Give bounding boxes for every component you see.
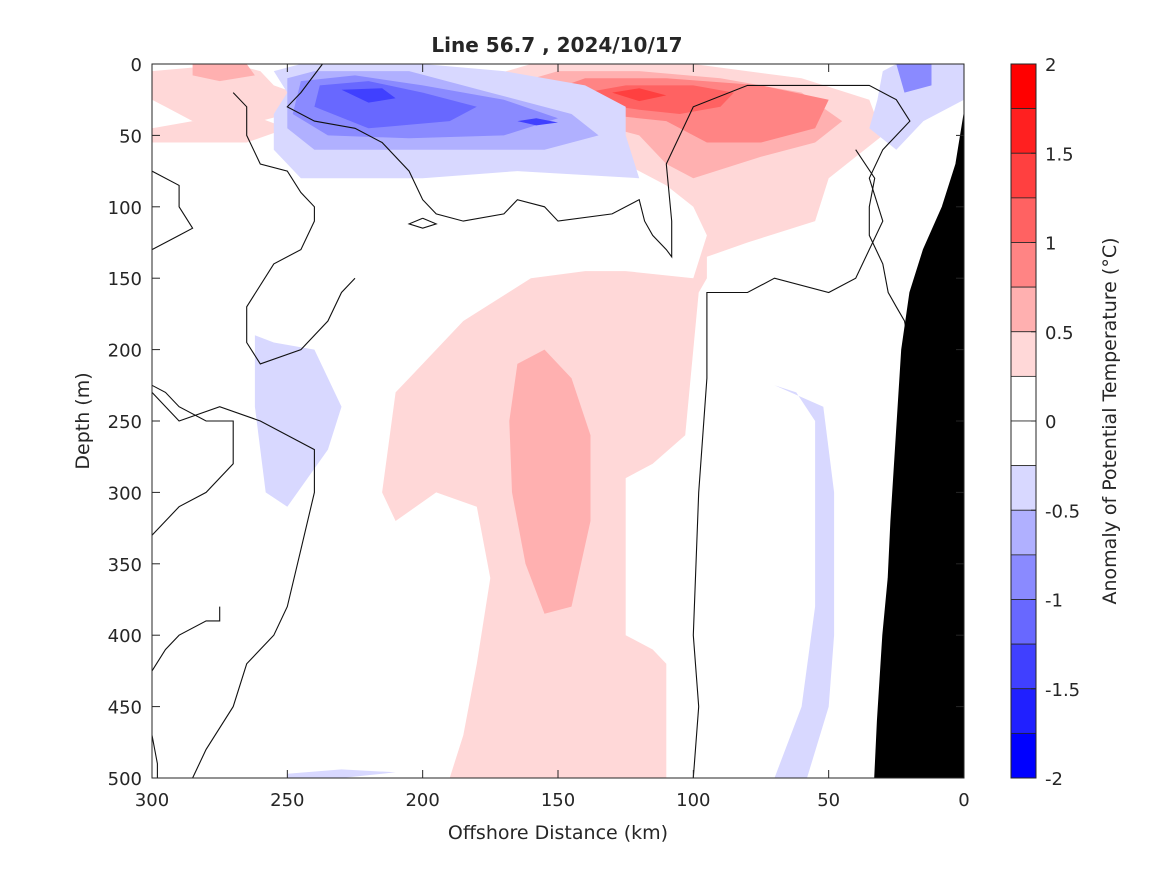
bathymetry-layer [874, 113, 965, 779]
zero-contour-2 [151, 170, 194, 251]
colorbar-level-7 [1010, 375, 1037, 422]
y-tick-label-0: 0 [131, 55, 142, 76]
y-tick-label-8: 400 [108, 626, 142, 647]
y-tick-label-5: 250 [108, 412, 142, 433]
zero-contour-0 [286, 63, 911, 779]
x-tick-label-2: 200 [405, 790, 439, 811]
plot-area [151, 63, 965, 779]
anomaly-region-3 [382, 64, 883, 778]
colorbar-level-0 [1010, 63, 1037, 110]
zero-contour-5 [151, 606, 221, 672]
anomaly-region-1 [152, 118, 288, 143]
x-tick-label-1: 250 [270, 790, 304, 811]
y-tick-label-9: 450 [108, 698, 142, 719]
y-axis-label: Depth (m) [72, 372, 94, 469]
chart-title: Line 56.7 , 2024/10/17 [431, 33, 682, 57]
anomaly-region-14 [517, 118, 558, 126]
colorbar-tick-label-8: -2 [1045, 769, 1063, 790]
zero-contour-7 [407, 217, 438, 229]
x-axis: 300 250 200 150 100 50 0 [135, 64, 970, 811]
colorbar-level-11 [1010, 554, 1037, 600]
zero-contour-1 [151, 392, 315, 779]
colorbar-level-6 [1010, 331, 1037, 377]
colorbar-level-12 [1010, 599, 1037, 645]
colorbar-level-8 [1010, 420, 1037, 467]
colorbar-tick-label-7: -1.5 [1045, 680, 1080, 701]
colorbar-level-5 [1010, 286, 1037, 333]
colorbar-level-10 [1010, 509, 1037, 556]
anomaly-region-15 [869, 64, 964, 150]
anomaly-region-0 [152, 64, 315, 129]
anomaly-region-5 [509, 349, 591, 614]
anomaly-region-2 [192, 64, 255, 82]
anomaly-region-17 [254, 335, 342, 507]
anomaly-region-13 [341, 88, 396, 103]
colorbar-level-15 [1010, 732, 1037, 779]
colorbar-tick-label-2: 1 [1045, 234, 1056, 255]
anomaly-region-16 [896, 64, 932, 93]
colorbar-level-13 [1010, 643, 1037, 690]
colorbar-levels [1010, 63, 1037, 779]
colorbar-level-3 [1010, 197, 1037, 243]
anomaly-region-19 [287, 769, 396, 778]
y-tick-label-2: 100 [108, 198, 142, 219]
colorbar: 2 1.5 1 0.5 0 -0.5 -1 -1.5 -2 Anomaly of Potenti… [1010, 55, 1121, 790]
colorbar-level-1 [1010, 108, 1037, 154]
colorbar-label: Anomaly of Potential Temperature (°C) [1099, 238, 1121, 605]
colorbar-level-14 [1010, 688, 1037, 734]
colorbar-level-2 [1010, 152, 1037, 199]
anomaly-regions [152, 64, 964, 778]
anomaly-region-8 [612, 88, 667, 102]
x-tick-label-6: 0 [958, 790, 969, 811]
anomaly-region-18 [774, 385, 835, 778]
y-tick-label-10: 500 [108, 769, 142, 790]
colorbar-tick-label-1: 1.5 [1045, 144, 1074, 165]
x-tick-label-0: 300 [135, 790, 169, 811]
y-tick-label-1: 50 [119, 126, 142, 147]
colorbar-tick-label-0: 2 [1045, 55, 1056, 76]
colorbar-tick-label-5: -0.5 [1045, 501, 1080, 522]
y-axis: 0 50 100 150 200 250 300 350 400 450 500 [108, 55, 964, 790]
zero-contours [151, 63, 911, 779]
zero-contour-4 [151, 384, 234, 536]
colorbar-level-9 [1010, 465, 1037, 511]
y-tick-label-6: 300 [108, 483, 142, 504]
colorbar-level-4 [1010, 242, 1037, 288]
zero-contour-3 [232, 92, 356, 365]
x-tick-label-5: 50 [817, 790, 840, 811]
colorbar-ticks: 2 1.5 1 0.5 0 -0.5 -1 -1.5 -2 [1031, 55, 1080, 790]
x-axis-label: Offshore Distance (km) [448, 822, 668, 844]
colorbar-tick-label-3: 0.5 [1045, 323, 1074, 344]
zero-contour-6 [151, 735, 158, 778]
x-tick-label-3: 150 [541, 790, 575, 811]
colorbar-tick-label-4: 0 [1045, 412, 1056, 433]
y-tick-label-3: 150 [108, 269, 142, 290]
x-tick-label-4: 100 [676, 790, 710, 811]
bathymetry-shelf [874, 113, 965, 779]
y-tick-label-4: 200 [108, 341, 142, 362]
y-tick-label-7: 350 [108, 555, 142, 576]
colorbar-tick-label-6: -1 [1045, 591, 1063, 612]
